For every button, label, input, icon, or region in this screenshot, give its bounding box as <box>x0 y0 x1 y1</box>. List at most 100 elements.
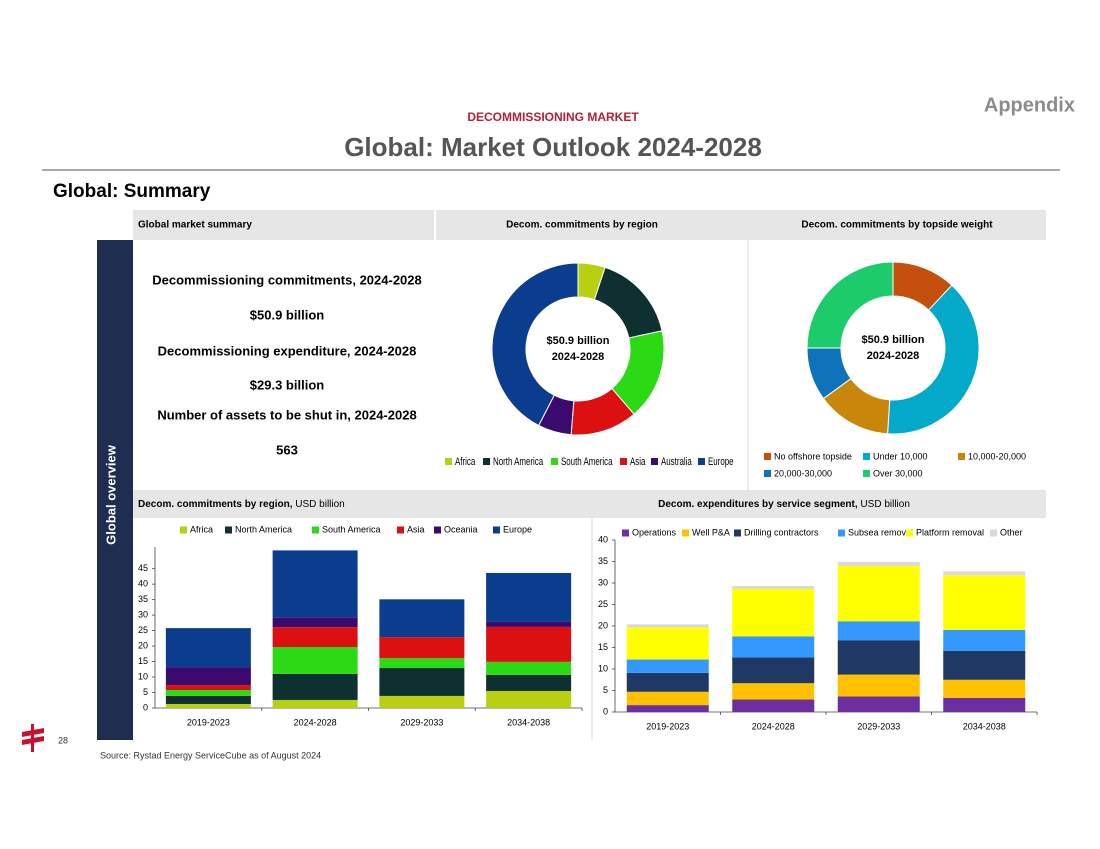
page-title: Global: Market Outlook 2024-2028 <box>344 132 762 162</box>
bar-segment <box>486 573 572 622</box>
donut-segment <box>806 261 894 349</box>
legend-swatch <box>764 470 771 477</box>
y-tick-label: 0 <box>603 706 608 716</box>
bar-segment <box>626 691 709 706</box>
summary-value: $29.3 billion <box>250 377 324 392</box>
bar-segment <box>272 550 358 618</box>
legend-swatch <box>483 458 490 465</box>
y-tick-label: 0 <box>143 702 148 712</box>
x-tick-label: 2034-2038 <box>963 721 1006 731</box>
legend-swatch <box>651 458 658 465</box>
donut-center-label: 2024-2028 <box>552 351 605 363</box>
x-tick-label: 2034-2038 <box>507 717 550 727</box>
donut-segment <box>887 284 980 435</box>
legend-swatch <box>312 526 319 534</box>
y-tick-label: 30 <box>138 609 148 619</box>
bar-segment <box>943 575 1026 630</box>
bar-segment <box>626 624 709 628</box>
summary-line: Decommissioning expenditure, 2024-2028 <box>158 343 417 358</box>
bar-segment <box>732 589 815 637</box>
x-tick-label: 2019-2023 <box>187 717 230 727</box>
legend-swatch <box>698 458 705 465</box>
bar-segment <box>379 599 465 638</box>
bar-segment <box>626 672 709 692</box>
legend-label: Operations <box>632 527 677 537</box>
logo-mark <box>22 724 44 752</box>
legend-swatch <box>445 458 452 465</box>
legend-swatch <box>397 526 404 534</box>
bar-segment <box>837 640 920 675</box>
legend-swatch <box>863 453 870 460</box>
side-band <box>97 240 133 740</box>
donut-center-label: $50.9 billion <box>547 335 610 347</box>
y-tick-label: 25 <box>138 625 148 635</box>
legend-swatch <box>551 458 558 465</box>
legend-swatch <box>863 470 870 477</box>
header-bar <box>133 210 1046 240</box>
legend-label: Platform removal <box>916 527 984 537</box>
panel-title: Decom. expenditures by service segment, … <box>658 499 910 510</box>
bar-segment <box>272 699 358 708</box>
bar-segment <box>165 703 251 708</box>
x-tick-label: 2019-2023 <box>646 721 689 731</box>
kicker: DECOMMISSIONING MARKET <box>467 110 639 124</box>
logo <box>22 724 44 752</box>
side-label: Global overview <box>103 444 118 545</box>
legend-label: Oceania <box>444 524 478 534</box>
bar-segment <box>486 626 572 662</box>
y-tick-label: 5 <box>603 685 608 695</box>
bar-segment <box>272 627 358 648</box>
y-tick-label: 20 <box>138 640 148 650</box>
bar-segment <box>732 683 815 700</box>
x-tick-label: 2024-2028 <box>752 721 795 731</box>
legend-label: Under 10,000 <box>873 451 928 461</box>
bar-segment <box>272 673 358 700</box>
legend-label: Asia <box>407 524 425 534</box>
legend-swatch <box>990 529 997 537</box>
summary-line: Number of assets to be shut in, 2024-202… <box>157 407 416 422</box>
donut-segment <box>491 262 579 427</box>
bar-segment <box>943 629 1026 651</box>
x-tick-label: 2024-2028 <box>294 717 337 727</box>
donut-segment <box>593 266 663 339</box>
appendix-tag: Appendix <box>984 94 1075 116</box>
bar-segment <box>732 699 815 712</box>
bar-segment <box>165 667 251 686</box>
page-number: 28 <box>58 735 68 745</box>
legend-label: Africa <box>190 524 213 534</box>
bar-segment <box>379 695 465 708</box>
legend-label: Asia <box>630 456 646 468</box>
legend-label: Drilling contractors <box>744 527 819 537</box>
legend-label: North America <box>493 456 544 468</box>
legend-label: Other <box>1000 527 1023 537</box>
legend-label: South America <box>322 524 381 534</box>
legend-swatch <box>682 529 689 537</box>
bar-segment <box>837 674 920 697</box>
panel-title: Decom. commitments by topside weight <box>801 220 993 231</box>
donut-center-label: $50.9 billion <box>862 334 925 346</box>
legend-swatch <box>764 453 771 460</box>
bar-segment <box>943 697 1026 712</box>
summary-value: 563 <box>276 442 298 457</box>
panel-title-unit: USD billion <box>860 499 909 510</box>
y-tick-label: 25 <box>598 599 608 609</box>
legend-swatch <box>906 529 913 537</box>
y-tick-label: 35 <box>598 556 608 566</box>
legend-swatch <box>620 458 627 465</box>
panel-title: Global market summary <box>138 220 252 231</box>
panel-title: Decom. commitments by region, USD billio… <box>138 499 345 510</box>
bar-segment <box>272 647 358 674</box>
y-tick-label: 45 <box>138 563 148 573</box>
bar-segment <box>165 628 251 668</box>
legend-label: Australia <box>661 456 692 468</box>
legend-label: Europe <box>708 456 734 468</box>
legend-swatch <box>958 453 965 460</box>
legend-label: Africa <box>455 456 476 468</box>
bar-segment <box>379 658 465 669</box>
bar-segment <box>486 690 572 708</box>
bar-segment <box>837 621 920 641</box>
bar-segment <box>165 685 251 691</box>
source-note: Source: Rystad Energy ServiceCube as of … <box>100 750 321 760</box>
